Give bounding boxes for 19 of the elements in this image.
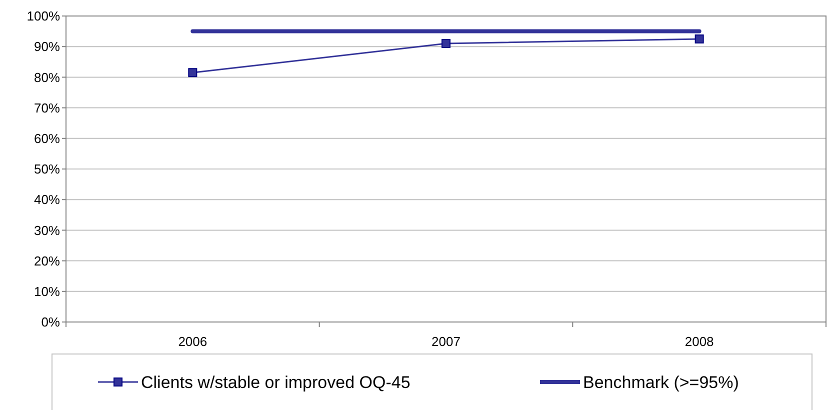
y-tick-label: 0%: [41, 314, 60, 330]
y-tick-label: 70%: [34, 100, 60, 116]
y-tick-label: 40%: [34, 192, 60, 208]
point: [188, 68, 198, 78]
point: [694, 34, 704, 44]
x-tick-label: 2006: [178, 334, 208, 349]
y-tick-label: 20%: [34, 253, 60, 268]
y-tick-label: 50%: [34, 162, 60, 177]
y-tick-label: 80%: [34, 70, 60, 85]
y-tick-label: 90%: [34, 39, 60, 54]
y-tick-label: 100%: [26, 8, 60, 24]
y-tick-label: 60%: [34, 130, 60, 146]
y-tick-label: 10%: [34, 284, 60, 299]
y-tick-label: 30%: [34, 222, 60, 238]
legend-label: Clients w/stable or improved OQ-45: [141, 372, 410, 392]
point: [442, 39, 450, 48]
x-tick-label: 2007: [432, 334, 460, 349]
legend-label: Benchmark (>=95%): [583, 372, 739, 392]
x-tick-label: 2008: [684, 334, 714, 349]
